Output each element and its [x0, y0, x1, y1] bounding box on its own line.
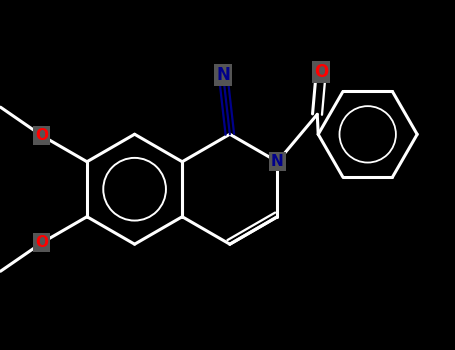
Text: O: O [314, 63, 328, 81]
Text: N: N [271, 154, 284, 169]
Text: N: N [216, 66, 230, 84]
Text: O: O [35, 128, 48, 143]
Text: O: O [35, 235, 48, 250]
